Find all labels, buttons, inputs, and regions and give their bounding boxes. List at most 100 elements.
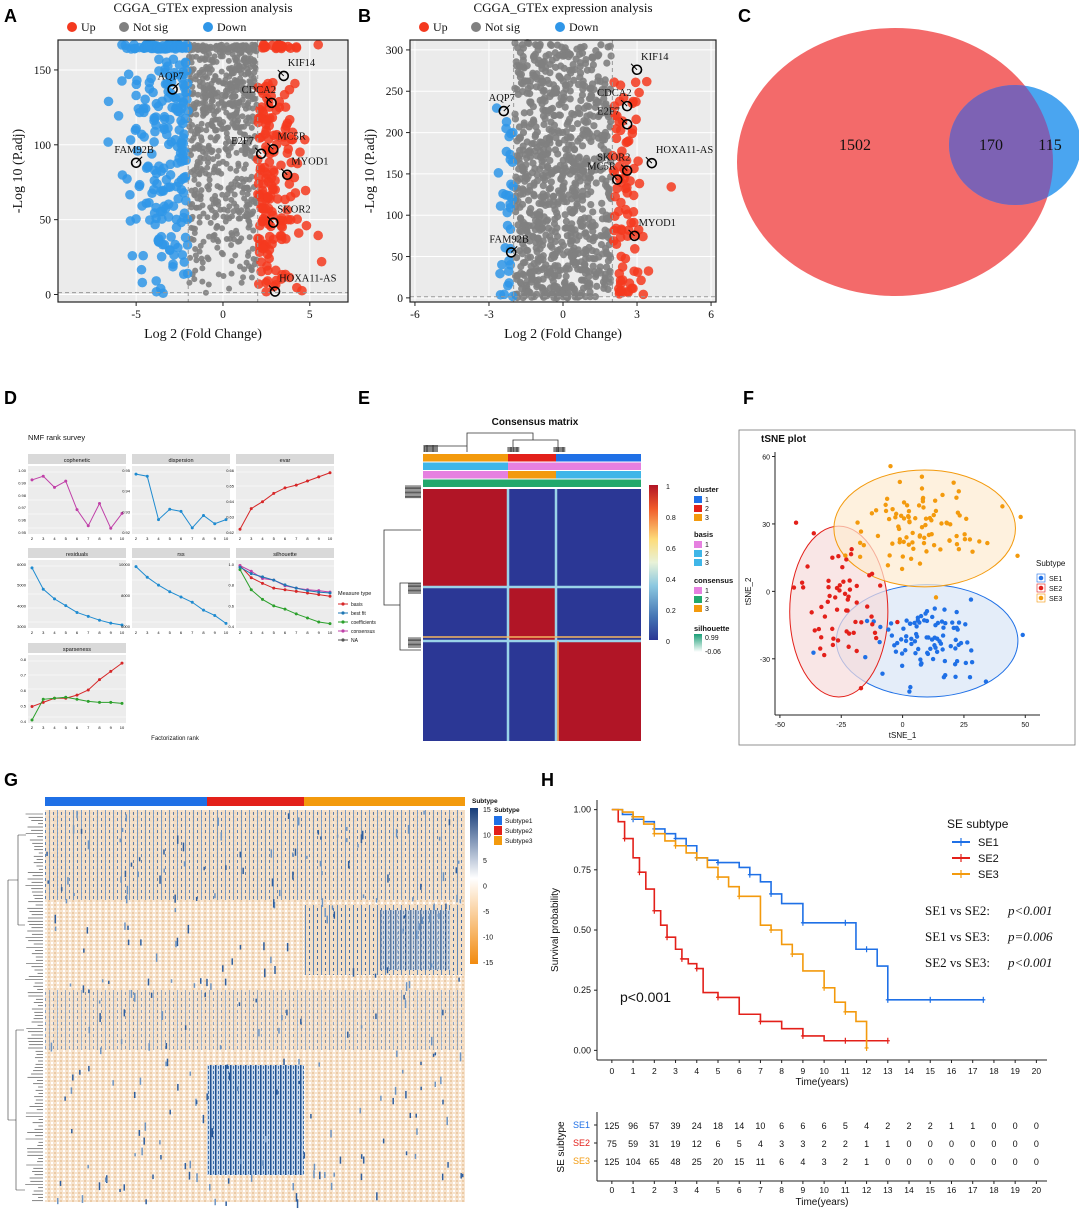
heatmap-cell (404, 1000, 407, 1009)
facet-point (294, 483, 298, 487)
legend-item: 2 (705, 506, 709, 513)
gene-label: MC5R (277, 131, 306, 142)
point-up (290, 78, 300, 89)
facet-x-tick-label: 4 (157, 630, 160, 635)
legend-swatch (694, 541, 702, 548)
point-notsig (210, 156, 217, 163)
nmf-legend-title: Measure type (338, 591, 371, 597)
point-down (507, 291, 518, 302)
heatmap-cell (67, 877, 69, 885)
facet-point (306, 616, 309, 620)
legend-swatch (694, 496, 702, 503)
tsne-point (942, 658, 948, 664)
facet-y-tick: 0.96 (18, 518, 27, 523)
tsne-point (940, 633, 946, 638)
facet-x-tick-label: 2 (135, 536, 138, 541)
tsne-point (844, 557, 849, 562)
point-notsig (576, 73, 584, 81)
tsne-point (830, 555, 835, 560)
tsne-point (930, 656, 936, 662)
facet-title: silhouette (273, 552, 297, 558)
tsne-point (907, 621, 913, 626)
heatmap-cell (375, 1013, 377, 1020)
point-up (269, 147, 279, 157)
tsne-point (833, 595, 838, 600)
tsne-point (969, 660, 975, 665)
facet-x-tick-label: 5 (65, 725, 68, 730)
point-notsig (520, 109, 528, 117)
point-notsig (212, 90, 219, 97)
y-tick-label: 0 (45, 290, 51, 302)
heatmap-cell (420, 883, 422, 890)
point-down (147, 188, 157, 199)
facet-point (109, 700, 113, 704)
x-axis-label: Log 2 (Fold Change) (504, 327, 622, 342)
color-scale-tick: 0.6 (666, 546, 676, 553)
heatmap-block (45, 810, 465, 900)
point-notsig (536, 219, 544, 227)
point-notsig (204, 214, 211, 221)
heatmap-cell (274, 966, 276, 974)
heatmap-cell (420, 1061, 422, 1065)
point-notsig (551, 237, 559, 246)
heatmap-cell (455, 867, 458, 874)
heatmap-cell (210, 983, 212, 990)
x-tick-label: 17 (968, 1066, 978, 1076)
heatmap-cell (360, 1025, 363, 1029)
risk-count: 0 (907, 1157, 912, 1167)
point-notsig (517, 269, 525, 277)
point-notsig (207, 134, 214, 141)
panel-label-h: H (541, 770, 554, 790)
heatmap-cell (188, 1171, 191, 1180)
point-notsig (561, 211, 569, 219)
point-down (149, 137, 159, 147)
point-down (113, 111, 124, 121)
point-notsig (580, 42, 588, 51)
point-notsig (248, 124, 255, 131)
point-down (173, 106, 183, 117)
panel-label-g: G (4, 770, 18, 790)
point-notsig (200, 238, 207, 245)
heatmap-cell (271, 878, 274, 887)
point-notsig (196, 57, 203, 64)
tsne-point (878, 624, 883, 630)
point-down (161, 57, 172, 68)
gene-leader-line (268, 285, 276, 292)
facet-x-tick-label: 10 (120, 536, 125, 541)
gene-leader-line (172, 83, 179, 90)
point-notsig (203, 66, 210, 73)
tsne-point (793, 520, 799, 525)
risk-x-tick-label: 1 (631, 1185, 636, 1195)
tsne-point (830, 626, 835, 632)
gene-leader-line (265, 96, 272, 104)
heatmap-cell (199, 978, 202, 984)
point-notsig (573, 258, 581, 267)
tsne-point (955, 510, 961, 515)
point-notsig (202, 170, 209, 177)
tsne-point (925, 651, 931, 657)
gene-label: HOXA11-AS (279, 274, 337, 285)
heatmap-cell (319, 1171, 321, 1180)
tsne-point (886, 627, 891, 632)
point-notsig (589, 208, 597, 216)
matrix-block (508, 489, 556, 587)
legend-item: 3 (705, 606, 709, 613)
facet-x-tick-label: 6 (284, 536, 287, 541)
point-notsig (241, 195, 248, 202)
facet-point (328, 622, 332, 626)
point-up (611, 133, 622, 144)
heatmap-cell (442, 1009, 444, 1016)
tsne-point (912, 620, 917, 626)
tsne-point (825, 599, 831, 605)
tsne-point (847, 578, 852, 583)
facet-x-tick-label: 8 (202, 536, 205, 541)
facet-x-tick-label: 4 (261, 536, 264, 541)
tsne-point (968, 597, 974, 602)
heatmap-cell (333, 1172, 335, 1177)
nmf-legend-label: coefficients (351, 620, 376, 626)
point-notsig (207, 204, 214, 211)
point-up (282, 205, 293, 215)
heatmap-cell (294, 848, 297, 856)
heatmap-cell (405, 982, 408, 992)
